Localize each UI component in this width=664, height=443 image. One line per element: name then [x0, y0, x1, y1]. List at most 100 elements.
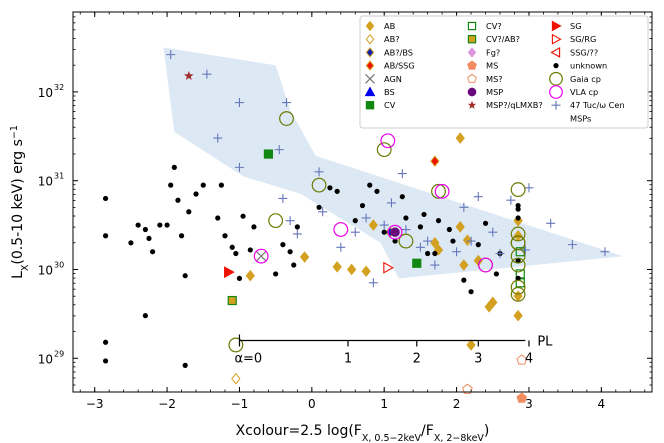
y-axis-label-sub: X	[20, 264, 31, 271]
legend-entry: CV?	[467, 21, 502, 31]
data-point	[359, 202, 366, 209]
data-point	[600, 247, 610, 257]
data-point	[417, 224, 423, 230]
legend-marker	[549, 71, 563, 86]
legend-label: MSP	[486, 87, 503, 97]
data-point	[285, 216, 295, 226]
legend-marker	[551, 33, 562, 45]
y-tick-exponent: 31	[54, 172, 64, 181]
data-point	[462, 234, 473, 246]
data-point	[292, 229, 302, 239]
data-point	[157, 222, 163, 228]
data-point	[455, 132, 465, 144]
legend-marker	[467, 60, 477, 70]
data-point	[332, 261, 342, 273]
data-point	[278, 193, 288, 203]
pl-alpha-label: α=0	[234, 352, 262, 367]
data-point	[314, 167, 324, 177]
data-point	[361, 265, 371, 278]
data-point	[510, 226, 526, 242]
data-point	[291, 262, 297, 268]
data-point	[482, 220, 489, 226]
legend-label: AB/SSG	[384, 61, 415, 71]
data-point	[510, 257, 526, 273]
pl-tick-label: 2	[413, 352, 421, 367]
data-point	[224, 266, 235, 279]
data-point	[524, 183, 534, 193]
data-point	[184, 70, 194, 80]
data-point	[135, 222, 141, 228]
legend-marker	[551, 20, 562, 32]
plot-area	[163, 47, 623, 279]
data-point	[397, 169, 407, 179]
data-point	[255, 250, 267, 262]
data-point	[387, 224, 403, 240]
data-point	[279, 111, 294, 126]
data-point	[399, 194, 405, 200]
x-axis-label-subscript: X, 0.5−2keV	[362, 433, 422, 443]
y-tick-label: 10	[38, 352, 53, 366]
data-point	[431, 183, 446, 199]
legend-marker	[365, 73, 375, 84]
data-point	[434, 183, 450, 199]
data-point	[327, 185, 333, 191]
data-point	[515, 275, 521, 281]
legend-marker	[364, 86, 376, 97]
data-point	[506, 195, 516, 205]
legend-entry: MSP	[467, 87, 503, 97]
legend-marker	[467, 73, 477, 83]
data-point	[412, 258, 422, 268]
data-point	[164, 222, 170, 228]
pl-tick-label: 1	[344, 352, 352, 367]
data-point	[236, 275, 243, 281]
data-point	[215, 215, 221, 221]
pl-tick-label: 3	[474, 352, 482, 367]
data-point	[166, 50, 176, 60]
legend-marker	[365, 47, 375, 58]
data-point	[311, 177, 327, 193]
data-point	[368, 278, 378, 288]
data-point	[102, 233, 109, 239]
data-point	[282, 98, 292, 108]
legend-label: 47 Tuc/ω Cen	[570, 100, 625, 110]
legend-label: AGN	[384, 74, 402, 84]
data-point	[361, 213, 371, 223]
data-point	[423, 236, 433, 246]
data-point	[334, 188, 340, 194]
x-tick-label: 3	[525, 397, 533, 411]
data-point	[392, 238, 398, 244]
legend-entry: unknown	[553, 61, 607, 71]
legend: AB AB? AB?/BS AB/SSG AGN BS CV CV? CV?/AB? Fg? MS M…	[359, 15, 649, 129]
data-point	[425, 250, 431, 257]
data-point	[403, 215, 409, 221]
x-axis-label-part: /F	[421, 423, 434, 439]
data-point	[376, 142, 392, 158]
legend-label: SSG/??	[570, 47, 598, 57]
data-point	[380, 133, 396, 149]
data-point	[455, 221, 465, 233]
legend-marker	[365, 100, 375, 110]
legend-marker	[467, 34, 477, 44]
x-tick-label: −2	[158, 397, 176, 411]
data-point	[218, 182, 224, 188]
legend-entry: CV	[365, 100, 396, 110]
legend-label: AB?	[384, 34, 400, 44]
x-tick-label: 1	[380, 397, 388, 411]
data-point	[240, 213, 246, 219]
legend-entry: CV?/AB?	[467, 34, 520, 44]
data-point	[515, 215, 521, 221]
data-point	[495, 248, 505, 258]
data-point	[233, 250, 239, 257]
legend-entry: SG	[551, 20, 582, 32]
data-point	[415, 242, 425, 252]
data-point	[398, 233, 414, 249]
data-point	[102, 358, 109, 364]
data-point	[374, 188, 380, 194]
data-point	[459, 259, 469, 271]
data-point	[350, 227, 360, 237]
x-tick-label: 4	[598, 397, 606, 411]
data-point	[546, 218, 556, 228]
data-point	[287, 249, 293, 255]
data-point	[510, 286, 526, 302]
data-point	[488, 296, 498, 309]
